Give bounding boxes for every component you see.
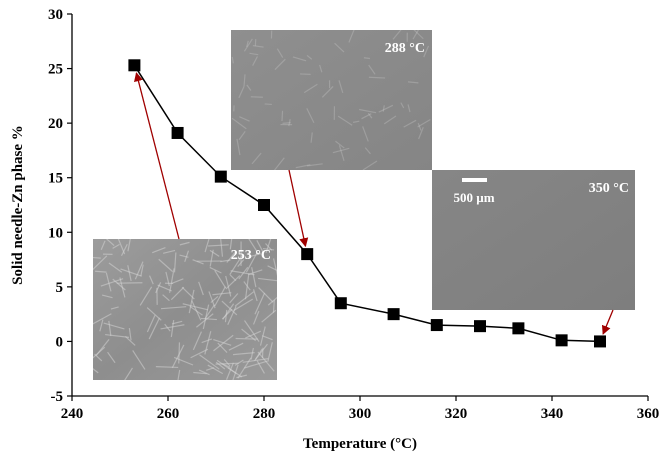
micrograph-texture xyxy=(93,239,277,380)
x-tick-label: 340 xyxy=(541,406,564,422)
data-point xyxy=(387,308,400,321)
y-tick-label: 0 xyxy=(56,334,64,350)
micrograph-texture xyxy=(231,30,431,170)
inset-micrograph-2: 288 °C xyxy=(231,30,432,170)
micrograph-insets: 253 °C 288 °C 350 °C 500 µm xyxy=(93,30,635,380)
inset-micrograph-3: 350 °C 500 µm xyxy=(432,170,635,310)
x-tick-label: 260 xyxy=(157,406,180,422)
data-point xyxy=(555,334,568,347)
x-tick-label: 320 xyxy=(445,406,468,422)
data-point xyxy=(512,322,525,335)
data-point xyxy=(301,248,314,261)
y-axis-label: Solid needle-Zn phase % xyxy=(10,125,26,285)
y-tick-label: 15 xyxy=(48,171,63,187)
y-tick-label: 30 xyxy=(48,7,63,23)
x-tick-label: 300 xyxy=(349,406,372,422)
data-point xyxy=(594,335,606,348)
data-point xyxy=(128,59,141,72)
micrograph-image xyxy=(231,30,432,170)
inset-temperature-label: 288 °C xyxy=(385,41,425,56)
x-axis-label: Temperature (°C) xyxy=(303,436,417,452)
inset-arrows xyxy=(134,72,614,335)
data-point xyxy=(258,199,270,211)
axes: -5 0 5 10 15 20 25 30 240 260 280 300 320 340 360 xyxy=(48,7,659,422)
y-tick-label: 25 xyxy=(48,62,63,78)
data-point xyxy=(430,319,443,332)
inset-temperature-label: 350 °C xyxy=(589,181,629,196)
y-tick-label: -5 xyxy=(51,389,64,405)
x-tick-label: 360 xyxy=(637,406,660,422)
inset-arrow xyxy=(288,169,309,248)
inset-micrograph-1: 253 °C xyxy=(93,239,277,380)
data-point xyxy=(214,170,227,183)
inset-temperature-label: 253 °C xyxy=(231,248,271,263)
data-series xyxy=(128,59,606,348)
micrograph-image xyxy=(432,170,635,310)
y-tick-label: 10 xyxy=(48,225,63,241)
inset-arrow xyxy=(134,72,180,240)
data-point xyxy=(474,320,486,333)
y-tick-label: 20 xyxy=(48,116,63,132)
x-tick-label: 240 xyxy=(61,406,84,422)
data-point xyxy=(334,297,347,310)
inset-arrow xyxy=(601,309,614,335)
x-tick-label: 280 xyxy=(253,406,276,422)
series-line xyxy=(133,64,601,343)
micrograph-image xyxy=(93,239,277,380)
y-tick-label: 5 xyxy=(56,280,64,296)
scale-bar-label: 500 µm xyxy=(453,190,494,205)
scale-bar xyxy=(462,178,487,182)
data-point xyxy=(171,126,184,139)
